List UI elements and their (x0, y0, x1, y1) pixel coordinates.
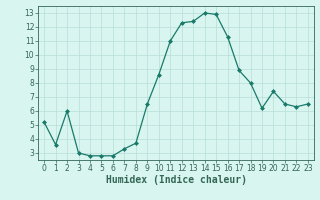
X-axis label: Humidex (Indice chaleur): Humidex (Indice chaleur) (106, 175, 246, 185)
